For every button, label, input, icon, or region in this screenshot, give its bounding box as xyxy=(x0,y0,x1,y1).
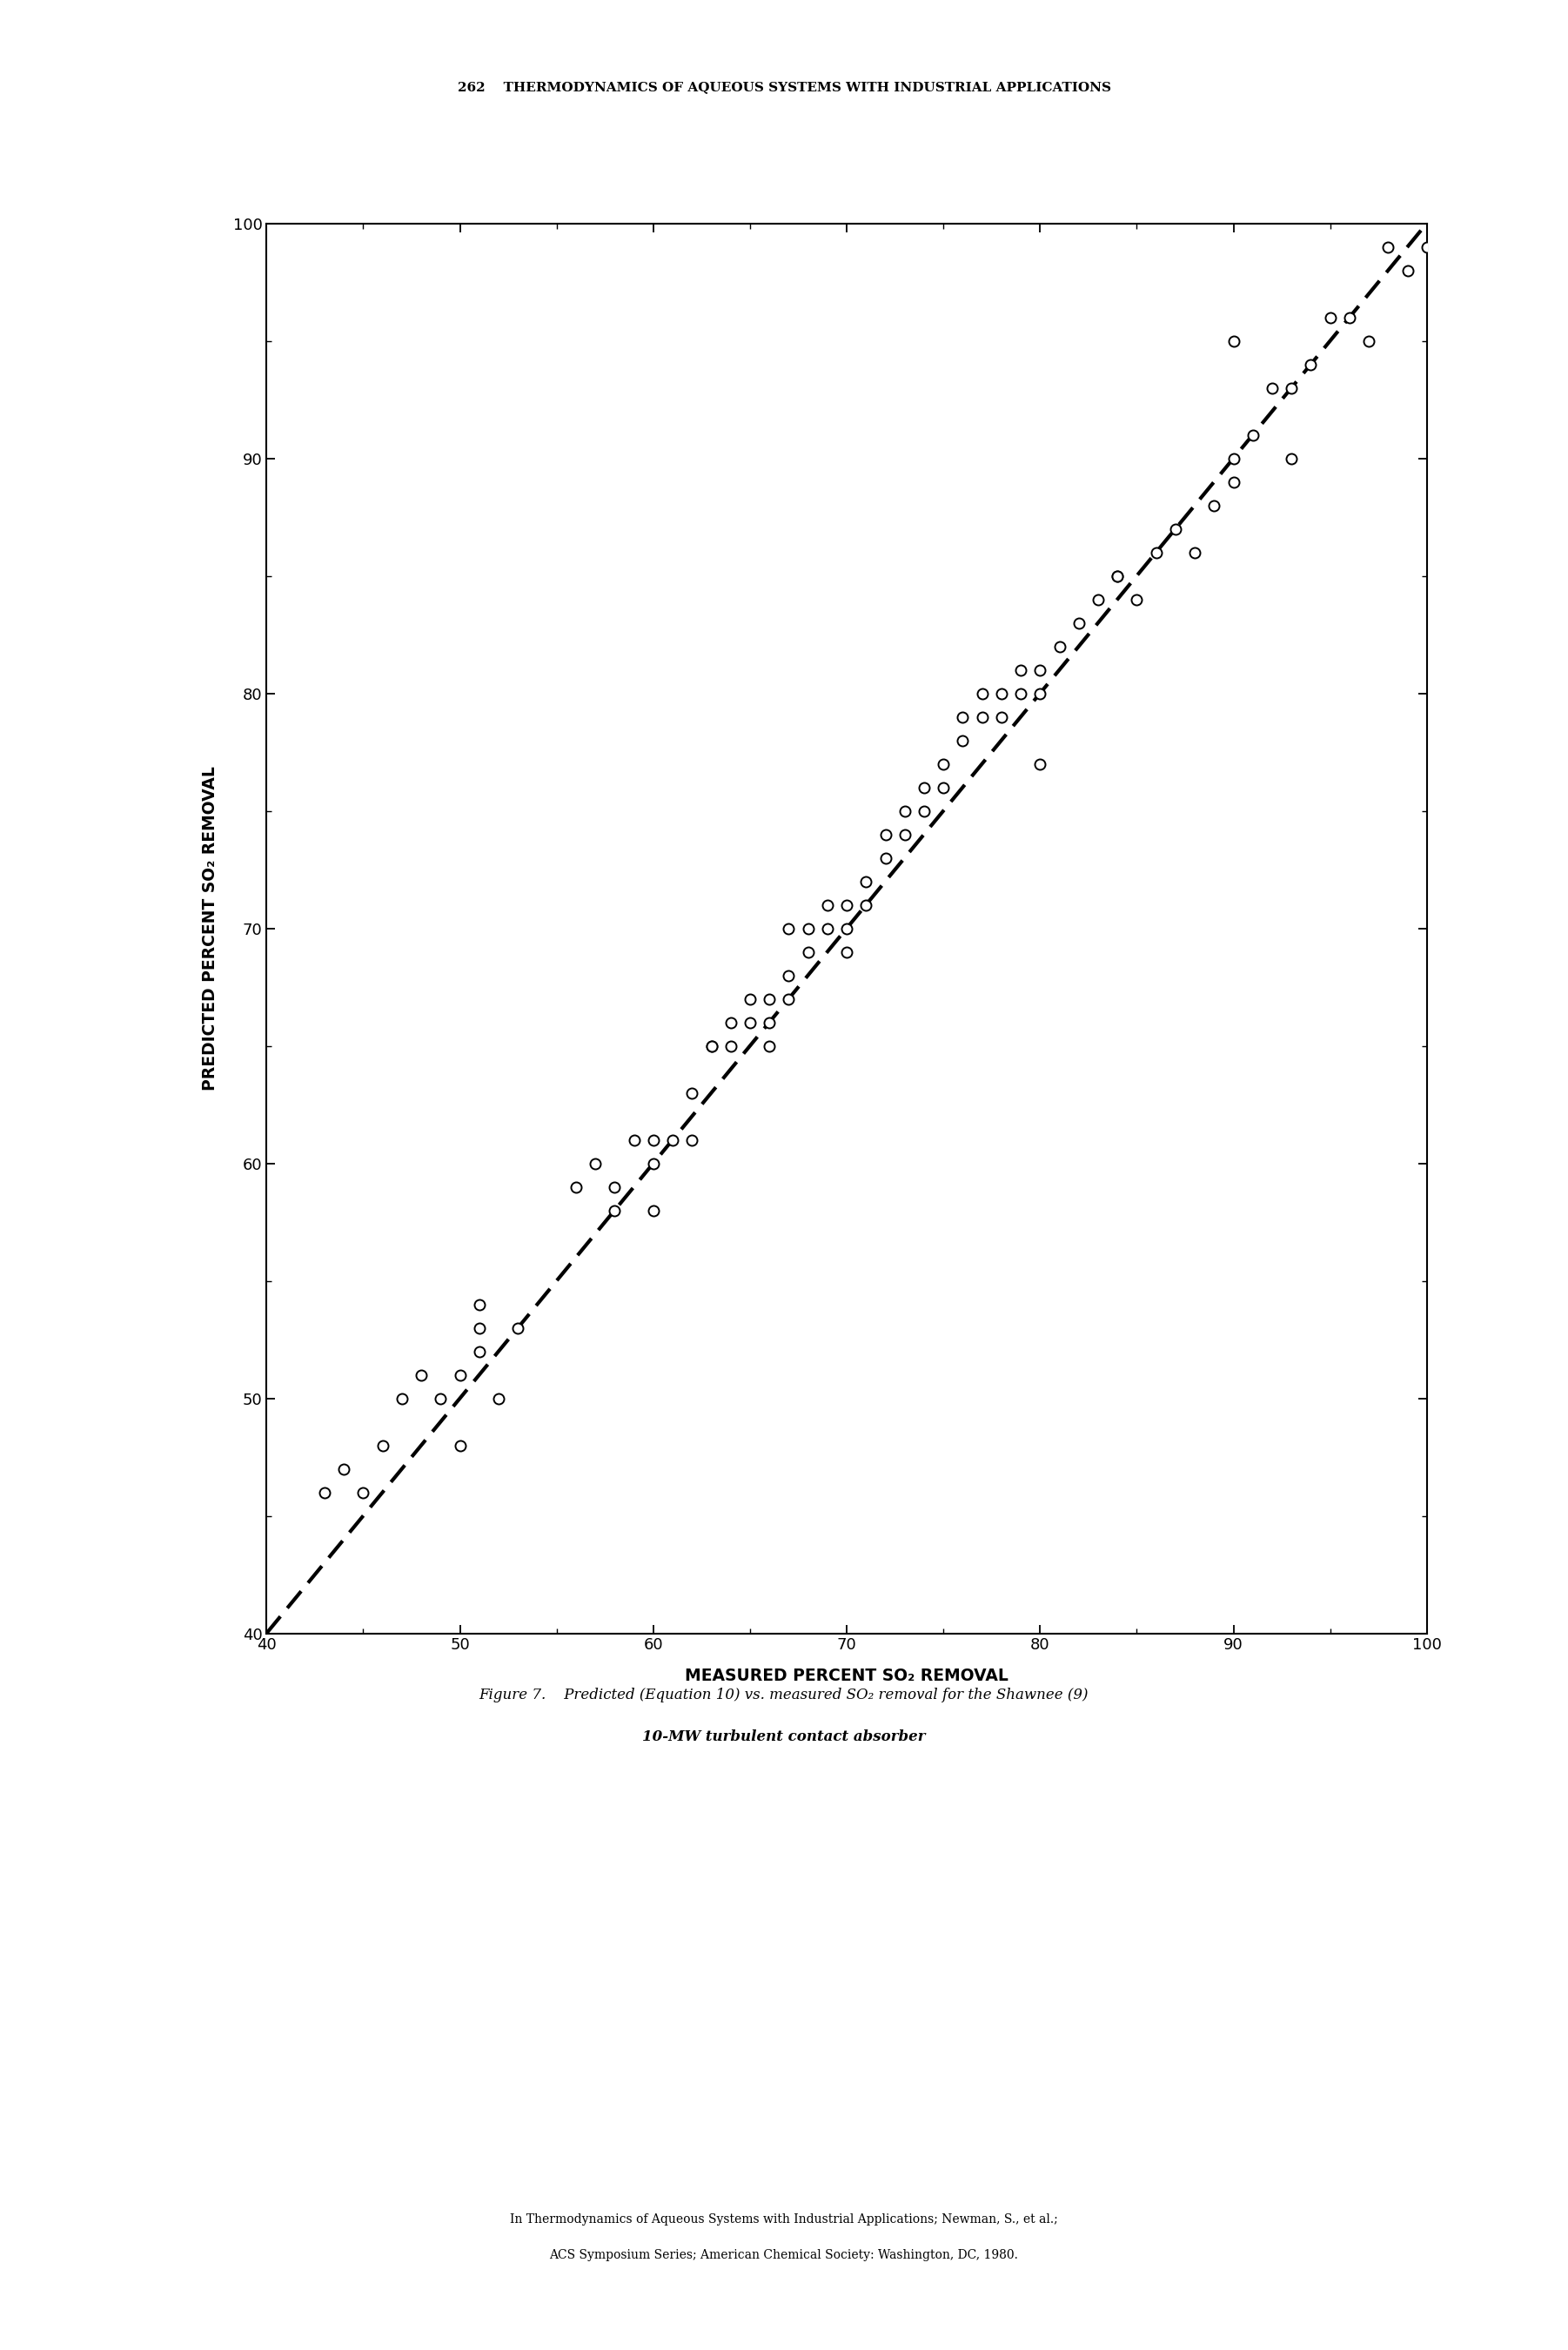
Point xyxy=(660,1121,685,1159)
Point xyxy=(486,1379,511,1417)
Point xyxy=(892,792,917,830)
Point xyxy=(467,1309,492,1347)
Point xyxy=(757,980,782,1018)
Point xyxy=(1356,322,1381,360)
Point xyxy=(467,1285,492,1323)
Point xyxy=(873,815,898,853)
Point xyxy=(583,1144,608,1182)
Point xyxy=(873,839,898,877)
Point xyxy=(1396,251,1421,289)
Point xyxy=(1338,298,1363,336)
Point xyxy=(795,933,820,971)
Point xyxy=(853,886,878,924)
Point xyxy=(370,1426,395,1464)
Point xyxy=(989,698,1014,736)
Point xyxy=(1259,369,1284,407)
Point xyxy=(1221,463,1247,501)
Y-axis label: PREDICTED PERCENT SO₂ REMOVAL: PREDICTED PERCENT SO₂ REMOVAL xyxy=(202,766,218,1090)
Point xyxy=(834,909,859,947)
Point xyxy=(1143,533,1168,571)
Point xyxy=(989,674,1014,712)
Point xyxy=(563,1168,588,1206)
Point xyxy=(1182,533,1207,571)
Point xyxy=(1027,651,1052,689)
Point xyxy=(911,792,936,830)
Point xyxy=(1221,439,1247,477)
Point xyxy=(447,1356,472,1394)
Point xyxy=(1066,604,1091,642)
Point xyxy=(699,1027,724,1065)
Point xyxy=(931,745,956,783)
X-axis label: MEASURED PERCENT SO₂ REMOVAL: MEASURED PERCENT SO₂ REMOVAL xyxy=(685,1668,1008,1685)
Point xyxy=(679,1121,704,1159)
Point xyxy=(1221,322,1247,360)
Point xyxy=(312,1473,337,1511)
Point xyxy=(1085,580,1110,618)
Point xyxy=(351,1473,376,1511)
Point xyxy=(1008,674,1033,712)
Point xyxy=(1008,651,1033,689)
Point xyxy=(699,1027,724,1065)
Point xyxy=(776,956,801,994)
Text: ACS Symposium Series; American Chemical Society: Washington, DC, 1980.: ACS Symposium Series; American Chemical … xyxy=(549,2249,1019,2261)
Point xyxy=(1027,674,1052,712)
Point xyxy=(815,886,840,924)
Point xyxy=(641,1144,666,1182)
Point xyxy=(718,1003,743,1041)
Point xyxy=(1414,228,1439,266)
Point xyxy=(641,1121,666,1159)
Point xyxy=(1240,416,1265,454)
Point xyxy=(1105,557,1131,595)
Point xyxy=(679,1074,704,1112)
Point xyxy=(911,768,936,806)
Point xyxy=(853,862,878,900)
Point xyxy=(718,1027,743,1065)
Point xyxy=(757,1027,782,1065)
Point xyxy=(1124,580,1149,618)
Text: 10-MW turbulent contact absorber: 10-MW turbulent contact absorber xyxy=(643,1730,925,1744)
Text: 262    THERMODYNAMICS OF AQUEOUS SYSTEMS WITH INDUSTRIAL APPLICATIONS: 262 THERMODYNAMICS OF AQUEOUS SYSTEMS WI… xyxy=(458,80,1110,94)
Point xyxy=(1375,228,1400,266)
Point xyxy=(1279,439,1305,477)
Point xyxy=(737,980,762,1018)
Point xyxy=(447,1426,472,1464)
Point xyxy=(467,1332,492,1370)
Point xyxy=(1027,745,1052,783)
Point xyxy=(1298,345,1323,383)
Point xyxy=(641,1191,666,1229)
Point xyxy=(950,698,975,736)
Point xyxy=(892,815,917,853)
Text: In Thermodynamics of Aqueous Systems with Industrial Applications; Newman, S., e: In Thermodynamics of Aqueous Systems wit… xyxy=(510,2214,1058,2225)
Point xyxy=(428,1379,453,1417)
Point xyxy=(331,1450,356,1488)
Point xyxy=(834,933,859,971)
Point xyxy=(776,980,801,1018)
Text: Figure 7.    Predicted (Equation 10) vs. measured SO₂ removal for the Shawnee (9: Figure 7. Predicted (Equation 10) vs. me… xyxy=(480,1687,1088,1701)
Point xyxy=(834,886,859,924)
Point xyxy=(950,721,975,759)
Point xyxy=(505,1309,530,1347)
Point xyxy=(1279,369,1305,407)
Point xyxy=(1105,557,1131,595)
Point xyxy=(795,909,820,947)
Point xyxy=(409,1356,434,1394)
Point xyxy=(1201,486,1226,524)
Point xyxy=(969,698,994,736)
Point xyxy=(757,1003,782,1041)
Point xyxy=(737,1003,762,1041)
Point xyxy=(1317,298,1342,336)
Point xyxy=(815,909,840,947)
Point xyxy=(389,1379,414,1417)
Point xyxy=(931,768,956,806)
Point xyxy=(602,1168,627,1206)
Point xyxy=(776,909,801,947)
Point xyxy=(1163,510,1189,548)
Point xyxy=(1047,627,1073,665)
Point xyxy=(602,1191,627,1229)
Point xyxy=(621,1121,646,1159)
Point xyxy=(969,674,994,712)
